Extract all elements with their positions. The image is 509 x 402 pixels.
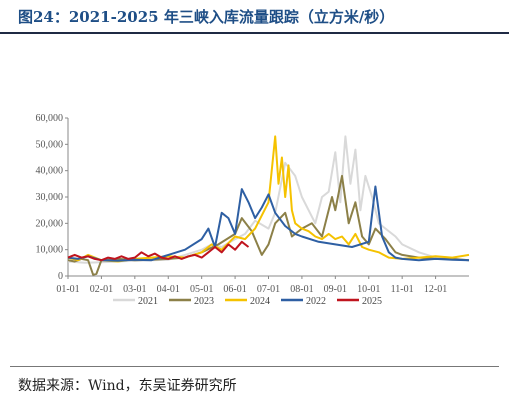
x-tick-label: 08-01 bbox=[290, 284, 313, 295]
x-tick-label: 01-01 bbox=[56, 284, 79, 295]
x-tick-label: 06-01 bbox=[223, 284, 246, 295]
line-chart: 0 10,000 20,000 30,000 40,000 50,000 60,000 01-… bbox=[36, 113, 470, 307]
y-tick-label: 10,000 bbox=[36, 245, 64, 256]
legend-label-2022: 2022 bbox=[306, 296, 326, 307]
x-tick-label: 12-01 bbox=[424, 284, 447, 295]
x-tick-label: 03-01 bbox=[123, 284, 146, 295]
y-tick-label: 60,000 bbox=[36, 113, 64, 124]
series-line-2025 bbox=[67, 240, 250, 262]
chart-area: 0 10,000 20,000 30,000 40,000 50,000 60,000 01-… bbox=[0, 100, 509, 315]
source-note: 数据来源：Wind，东吴证券研究所 bbox=[18, 378, 237, 394]
y-tick-label: 40,000 bbox=[36, 166, 64, 177]
y-tick-label: 50,000 bbox=[36, 139, 64, 150]
x-tick-label: 02-01 bbox=[90, 284, 113, 295]
chart-title: 图24：2021-2025 年三峡入库流量跟踪（立方米/秒） bbox=[18, 8, 395, 26]
x-tick-label: 09-01 bbox=[324, 284, 347, 295]
series-line-2022 bbox=[67, 185, 470, 262]
y-tick-label: 30,000 bbox=[36, 192, 64, 203]
x-tick-label: 10-01 bbox=[357, 284, 380, 295]
x-tick-label: 07-01 bbox=[257, 284, 280, 295]
title-bar: 图24：2021-2025 年三峡入库流量跟踪（立方米/秒） bbox=[0, 0, 509, 34]
x-tick-label: 04-01 bbox=[157, 284, 180, 295]
legend-label-2023: 2023 bbox=[194, 296, 214, 307]
legend-label-2025: 2025 bbox=[362, 296, 382, 307]
y-tick-label: 20,000 bbox=[36, 218, 64, 229]
footer-divider bbox=[10, 366, 499, 367]
x-tick-label: 05-01 bbox=[190, 284, 213, 295]
x-tick-label: 11-01 bbox=[391, 284, 414, 295]
legend-label-2021: 2021 bbox=[138, 296, 158, 307]
legend-label-2024: 2024 bbox=[250, 296, 270, 307]
y-tick-label: 0 bbox=[58, 271, 63, 282]
